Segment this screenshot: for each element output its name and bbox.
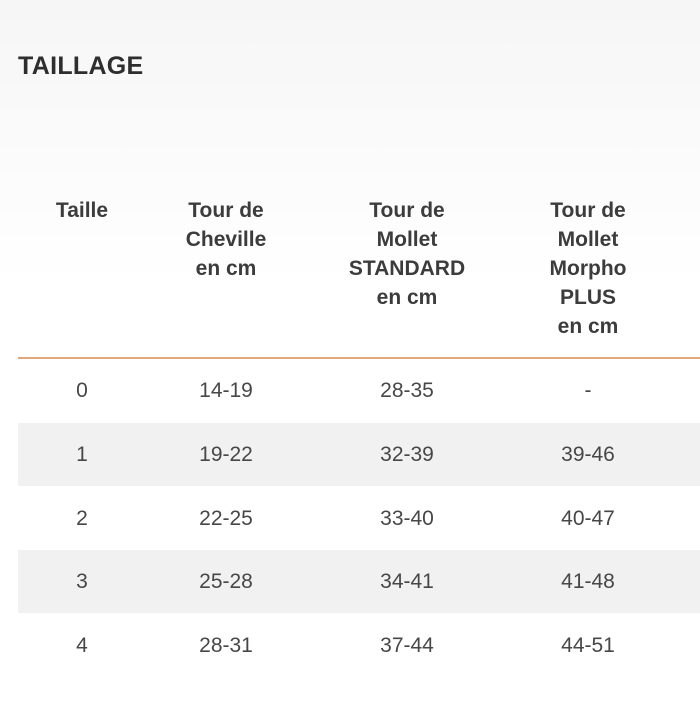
- header-line: en cm: [557, 315, 619, 338]
- table-row: 1 19-22 32-39 39-46: [18, 423, 700, 486]
- table-cell: 28-31: [199, 634, 253, 657]
- header-line: Cheville: [185, 228, 267, 251]
- table-cell: 3: [76, 570, 88, 593]
- table-cell: 1: [76, 443, 88, 466]
- header-line: Mollet: [557, 228, 619, 251]
- column-header: Tour de Mollet STANDARD en cm: [322, 196, 492, 312]
- header-line: STANDARD: [348, 257, 466, 280]
- table-cell: 28-35: [380, 379, 434, 402]
- table-cell: 39-46: [561, 443, 615, 466]
- header-line: Morpho: [549, 257, 627, 280]
- table-cell: 33-40: [380, 507, 434, 530]
- column-header: Taille: [0, 196, 167, 225]
- header-line: PLUS: [559, 286, 616, 309]
- table-cell: 40-47: [561, 507, 615, 530]
- header-line: Tour de: [369, 199, 445, 222]
- table-cell: 4: [76, 634, 88, 657]
- table-cell: 37-44: [380, 634, 434, 657]
- table-cell: 22-25: [199, 507, 253, 530]
- table-cell: 44-51: [561, 634, 615, 657]
- table-cell: 25-28: [199, 570, 253, 593]
- table-cell: -: [584, 379, 592, 402]
- table-cell: 2: [76, 507, 88, 530]
- table-cell: 0: [76, 379, 88, 402]
- header-line: Tour de: [550, 199, 626, 222]
- column-header: Tour de Cheville en cm: [141, 196, 311, 283]
- table-cell: 19-22: [199, 443, 253, 466]
- table-row: 3 25-28 34-41 41-48: [18, 550, 700, 613]
- title: TAILLAGE: [18, 52, 144, 80]
- table-cell: 14-19: [199, 379, 253, 402]
- table-row: 4 28-31 37-44 44-51: [18, 614, 700, 677]
- header-line: Taille: [55, 199, 109, 222]
- table-cell: 41-48: [561, 570, 615, 593]
- table-cell: 32-39: [380, 443, 434, 466]
- header-line: en cm: [195, 257, 257, 280]
- table-row: 2 22-25 33-40 40-47: [18, 487, 700, 550]
- table-row: 0 14-19 28-35 -: [18, 359, 700, 422]
- column-header: Tour de Mollet Morpho PLUS en cm: [503, 196, 673, 341]
- header-line: en cm: [376, 286, 438, 309]
- header-line: Mollet: [376, 228, 438, 251]
- header-line: Tour de: [188, 199, 264, 222]
- table-cell: 34-41: [380, 570, 434, 593]
- header-rule: [18, 357, 700, 359]
